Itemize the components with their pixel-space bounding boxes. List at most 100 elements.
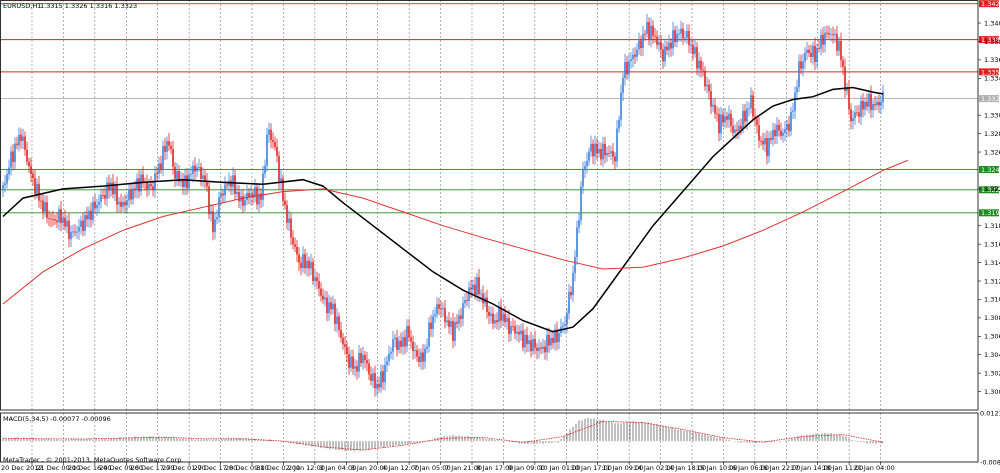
candle-body bbox=[434, 314, 436, 317]
candle-body bbox=[820, 34, 822, 49]
candle-body bbox=[148, 183, 150, 190]
candle-body bbox=[690, 45, 692, 46]
candle-body bbox=[752, 95, 754, 117]
candle-body bbox=[518, 331, 520, 335]
candle-body bbox=[474, 284, 476, 295]
candle-body bbox=[102, 195, 104, 196]
candle-body bbox=[532, 339, 534, 352]
candle-body bbox=[418, 356, 420, 363]
candle-body bbox=[378, 383, 380, 388]
candle-body bbox=[18, 134, 20, 146]
candle-body bbox=[146, 182, 148, 190]
candle-body bbox=[868, 93, 870, 107]
candle-body bbox=[14, 143, 16, 163]
candle-body bbox=[368, 363, 370, 375]
candle-body bbox=[538, 347, 540, 351]
candle-body bbox=[214, 219, 216, 233]
candle-body bbox=[808, 49, 810, 53]
candle-body bbox=[128, 189, 130, 201]
candle-body bbox=[354, 366, 356, 369]
candle-body bbox=[172, 149, 174, 167]
candle-body bbox=[352, 356, 354, 369]
candle-body bbox=[490, 313, 492, 316]
price-level-label: 1.3224 bbox=[981, 186, 1000, 194]
price-axis: 1.3405 1.3385 1.3365 1.3345 1.3305 1.3285 1.32… bbox=[978, 19, 1000, 467]
candle-body bbox=[658, 42, 660, 45]
candle-body bbox=[106, 182, 108, 199]
price-tick-label: 1.3405 bbox=[984, 19, 1000, 27]
price-levels[interactable]: 1.3426 1.3387 1.3352 1.3323 1.3246 1.3224 1.31… bbox=[0, 0, 1000, 217]
candle-body bbox=[568, 291, 570, 314]
candle-body bbox=[692, 45, 694, 54]
candle-body bbox=[806, 49, 808, 53]
candle-body bbox=[824, 32, 826, 45]
candle-body bbox=[458, 315, 460, 324]
candle-body bbox=[322, 295, 324, 300]
time-tick-label: 21 Dec 00:00 bbox=[36, 464, 80, 472]
candle-body bbox=[334, 303, 336, 324]
candle-body bbox=[264, 165, 266, 174]
time-tick-label: 14 Jan 02:00 bbox=[634, 464, 675, 472]
candle-body bbox=[432, 316, 434, 329]
candle-body bbox=[68, 220, 70, 240]
candle-body bbox=[642, 33, 644, 49]
candle-body bbox=[262, 173, 264, 200]
candle-body bbox=[340, 329, 342, 338]
candle-body bbox=[302, 254, 304, 269]
candle-body bbox=[90, 210, 92, 220]
candle-body bbox=[132, 188, 134, 200]
candle-body bbox=[92, 201, 94, 220]
candle-body bbox=[872, 103, 874, 110]
candle-body bbox=[32, 173, 34, 178]
candle-body bbox=[566, 313, 568, 325]
candle-body bbox=[206, 180, 208, 187]
candle-body bbox=[436, 304, 438, 315]
candle-body bbox=[554, 329, 556, 344]
candle-body bbox=[210, 211, 212, 215]
time-tick-label: 26 Dec 17:00 bbox=[131, 464, 175, 472]
candle-body bbox=[162, 146, 164, 170]
candle-body bbox=[624, 61, 626, 78]
candle-body bbox=[344, 344, 346, 347]
candle-body bbox=[580, 186, 582, 221]
candle-body bbox=[638, 40, 640, 50]
price-tick-label: 1.3165 bbox=[984, 240, 1000, 248]
candle-body bbox=[314, 277, 316, 282]
candle-body bbox=[422, 352, 424, 362]
candle-body bbox=[672, 30, 674, 49]
candle-body bbox=[778, 124, 780, 131]
candle-body bbox=[60, 209, 62, 224]
candle-body bbox=[610, 151, 612, 154]
candle-body bbox=[582, 169, 584, 187]
candle-body bbox=[360, 352, 362, 364]
candle-body bbox=[792, 110, 794, 112]
moving-average-red bbox=[2, 159, 909, 305]
candle-body bbox=[80, 220, 82, 227]
candle-body bbox=[548, 334, 550, 346]
candle-body bbox=[598, 149, 600, 154]
candle-body bbox=[336, 316, 338, 324]
candle-body bbox=[604, 143, 606, 156]
candle-body bbox=[248, 193, 250, 198]
candle-body bbox=[446, 320, 448, 323]
candle-body bbox=[426, 346, 428, 349]
candle-body bbox=[480, 293, 482, 295]
candle-body bbox=[398, 340, 400, 350]
candle-body bbox=[698, 60, 700, 69]
candle-body bbox=[546, 334, 548, 353]
candle-body bbox=[346, 346, 348, 355]
candle-body bbox=[304, 254, 306, 269]
candle-body bbox=[134, 188, 136, 191]
candle-body bbox=[594, 143, 596, 157]
time-tick-label: 7 Jan 05:00 bbox=[414, 464, 451, 472]
candle-body bbox=[174, 166, 176, 179]
candle-body bbox=[6, 174, 8, 184]
time-tick-label: 31 Dec 02:00 bbox=[256, 464, 300, 472]
candle-body bbox=[614, 156, 616, 162]
candle-body bbox=[680, 28, 682, 34]
candle-body bbox=[786, 123, 788, 130]
candle-body bbox=[166, 141, 168, 152]
candle-body bbox=[96, 204, 98, 209]
time-tick-label: 16 Jan 22:00 bbox=[759, 464, 800, 472]
